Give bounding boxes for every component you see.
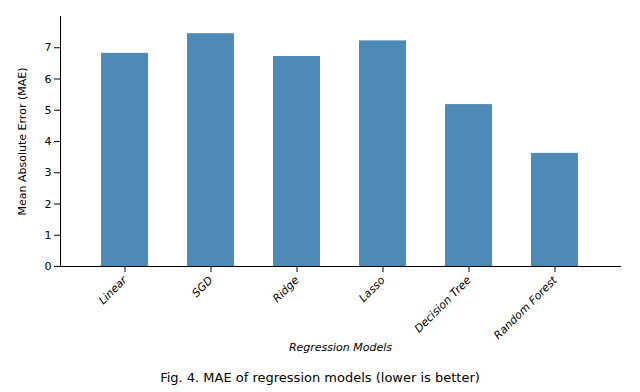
svg-text:6: 6 xyxy=(45,73,52,86)
svg-text:Decision Tree: Decision Tree xyxy=(412,274,474,336)
html-text:Fig. 4. MAE of regression mode: Fig. 4. MAE of regression models (lower … xyxy=(160,370,480,385)
svg-text:Mean Absolute Error (MAE): Mean Absolute Error (MAE) xyxy=(16,68,29,216)
svg-text:2: 2 xyxy=(45,198,52,211)
svg-text:Lasso: Lasso xyxy=(356,274,387,305)
svg-text:7: 7 xyxy=(45,41,52,54)
svg-text:Regression Models: Regression Models xyxy=(289,341,392,354)
svg-text:0: 0 xyxy=(45,260,52,273)
svg-text:Linear: Linear xyxy=(96,273,130,307)
svg-text:Random Forest: Random Forest xyxy=(491,273,560,342)
svg-text:5: 5 xyxy=(45,104,52,117)
svg-text:Ridge: Ridge xyxy=(270,274,302,306)
svg-text:SGD: SGD xyxy=(189,274,215,300)
svg-text:3: 3 xyxy=(45,166,52,179)
svg-text:1: 1 xyxy=(45,229,52,242)
svg-text:4: 4 xyxy=(45,135,52,148)
